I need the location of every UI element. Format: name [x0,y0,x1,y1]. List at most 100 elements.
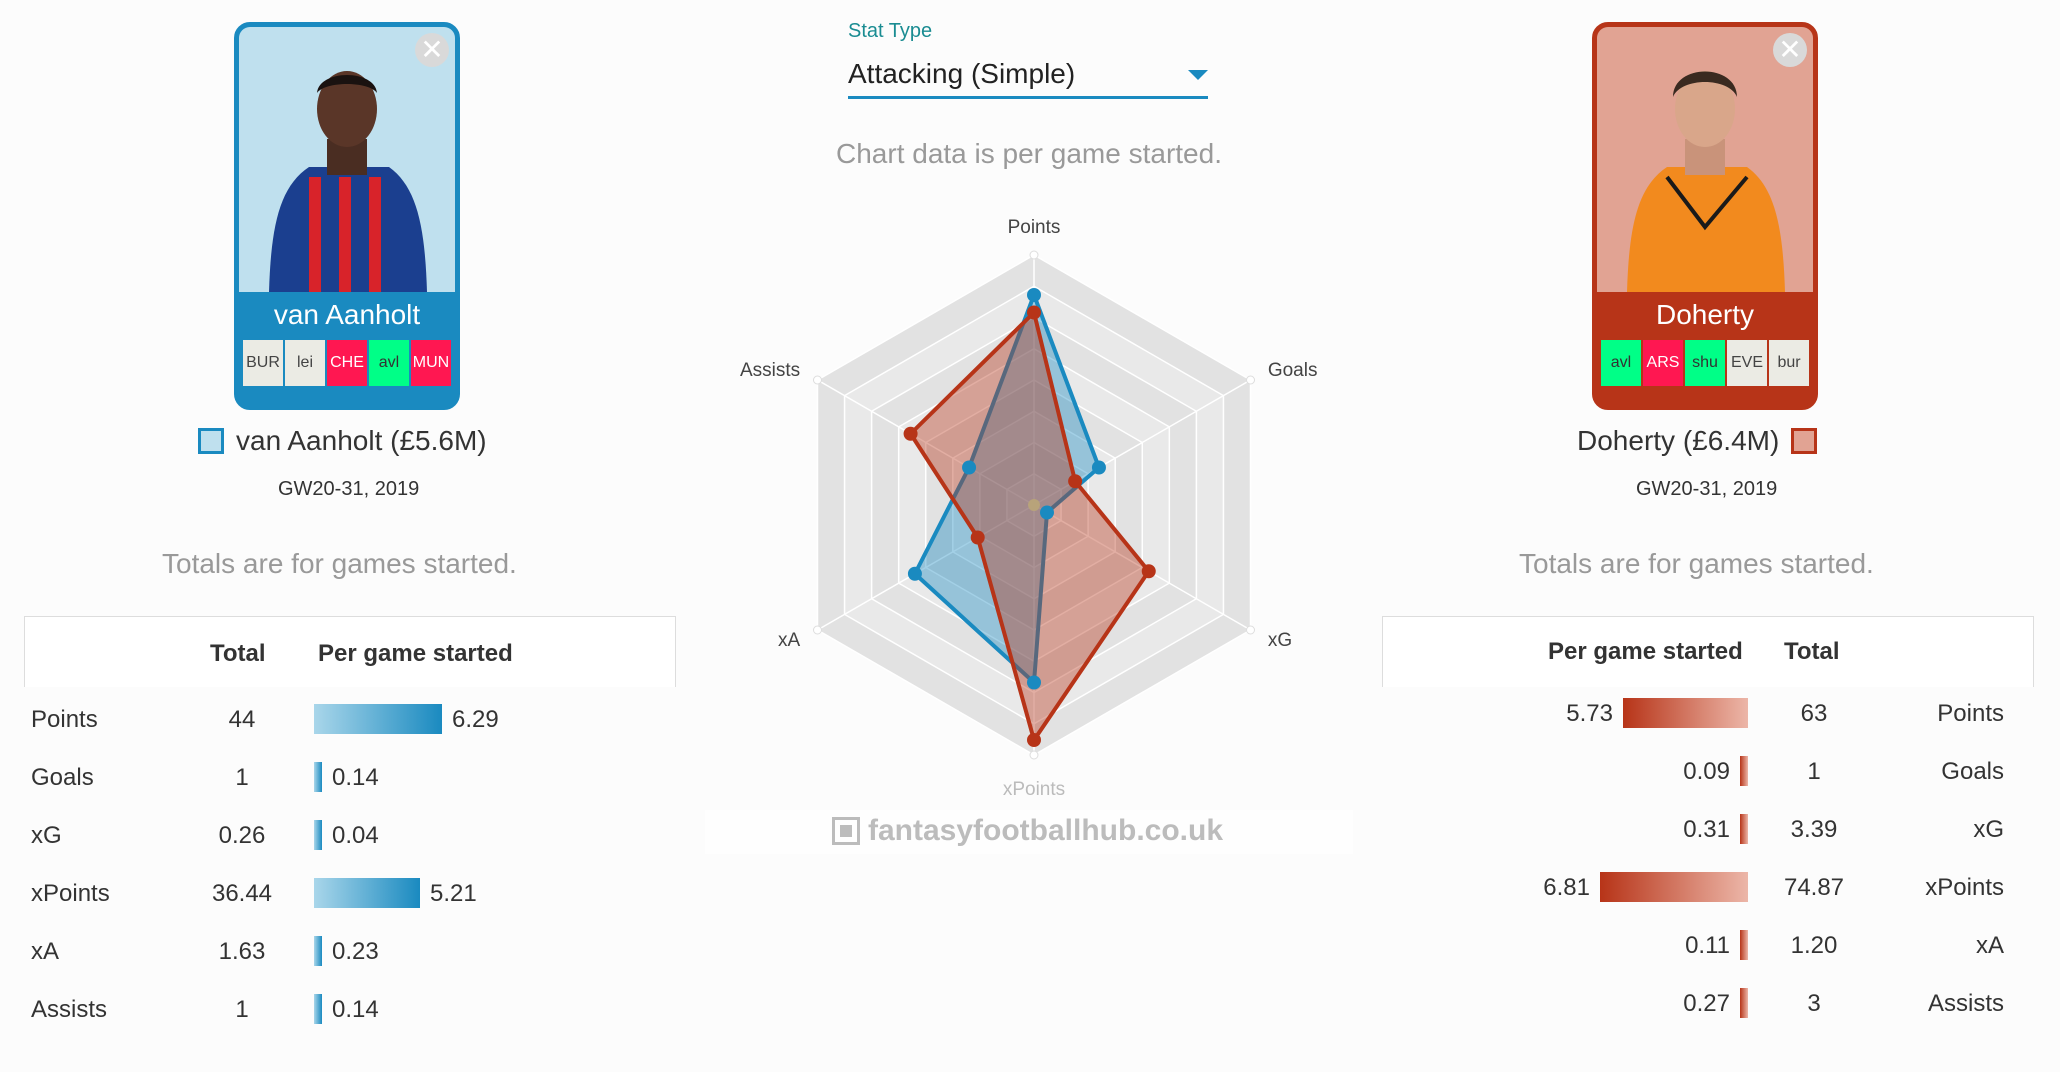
player-card-left[interactable]: ✕ van Aanholt BUR lei CHE avl MUN [234,22,460,410]
stat-row: 0.27 3 Assists [1382,984,2032,1024]
player-title-text: Doherty (£6.4M) [1577,425,1780,456]
axis-label: Points [1008,217,1061,238]
remove-player-button[interactable]: ✕ [1773,33,1807,67]
per-game-value: 5.21 [430,880,477,907]
fixture-badge: ARS [1643,340,1683,386]
radar-chart: Points Goals xG xPoints xA Assists [740,217,1318,800]
stats-table-right [1382,616,2034,687]
stat-total: 63 [1800,700,1828,727]
stat-label: xG [31,822,62,849]
data-point [970,530,985,545]
player-photo: ✕ [239,27,455,292]
stat-row: 5.73 63 Points [1382,694,2032,734]
player-title-left: van Aanholt (£5.6M) [198,425,487,457]
axis-label: xPoints [1003,779,1065,800]
player-card-right[interactable]: ✕ Doherty avl ARS shu EVE bur [1592,22,1818,410]
card-player-name: van Aanholt [273,299,421,330]
axis-end-dot [812,625,822,635]
chart-note: Chart data is per game started. [836,138,1222,169]
player-silhouette-icon [1627,71,1785,292]
stat-row: 0.11 1.20 xA [1382,926,2032,966]
stat-label: Assists [1927,990,2004,1017]
stat-label: xPoints [1925,874,2004,901]
stat-label: Points [1937,700,2004,727]
fixture-badge: shu [1685,340,1725,386]
col-header-per-game: Per game started [318,640,513,667]
fixture-badge: MUN [411,340,451,386]
col-header-per-game: Per game started [1548,638,1743,665]
per-game-bar [314,936,322,966]
col-header-total: Total [1784,638,1840,665]
stat-row: 0.31 3.39 xG [1382,810,2032,850]
stat-row: 6.81 74.87 xPoints [1382,868,2032,908]
per-game-bar [314,878,420,908]
fixtures-strip: BUR lei CHE avl MUN [239,340,455,386]
stat-label: Assists [31,996,108,1023]
fixtures-strip: avl ARS shu EVE bur [1597,340,1813,386]
per-game-bar [1623,698,1748,728]
grid-spoke [817,379,1035,506]
per-game-bar [1740,930,1748,960]
stat-type-label: Stat Type [848,20,933,42]
stat-label: xG [1973,816,2004,843]
stat-row: Points 44 6.29 [0,700,700,740]
stat-row: xPoints 36.44 5.21 [0,874,700,914]
player-photo: ✕ [1597,27,1813,292]
stat-label: xA [31,938,60,965]
per-game-bar [1740,756,1748,786]
data-point [1068,474,1083,489]
data-point [1027,305,1041,320]
per-game-value: 0.27 [1683,990,1730,1017]
per-game-bar [314,994,322,1024]
per-game-bar [314,762,322,792]
stat-label: xA [1975,932,2004,959]
card-player-name: Doherty [1655,299,1755,330]
stat-total: 1 [235,996,249,1023]
per-game-bar [1740,814,1748,844]
stat-row: xA 1.63 0.23 [0,932,700,972]
legend-swatch[interactable] [198,428,224,454]
col-header-total: Total [210,640,266,667]
axis-label: xG [1268,630,1292,651]
fixture-badge: BUR [243,340,283,386]
watermark-bg [705,810,1353,854]
stat-type-select[interactable]: Attacking (Simple) [848,52,1208,99]
gameweek-range: GW20-31, 2019 [1636,478,1778,500]
stat-label: xPoints [31,880,110,907]
stat-total: 1 [1807,758,1821,785]
axis-end-dot [812,375,822,385]
axis-label: Goals [1268,360,1318,381]
data-point [1027,288,1041,302]
stat-total: 1.20 [1790,932,1838,959]
player-title-right: Doherty (£6.4M) [1577,425,1818,457]
stat-label: Goals [31,764,94,791]
totals-note: Totals are for games started. [1519,548,1874,579]
fixture-badge: CHE [327,340,367,386]
stat-total: 44 [228,706,256,733]
center-dot [1028,499,1040,511]
per-game-value: 6.29 [452,706,499,733]
legend-swatch[interactable] [1791,428,1818,454]
per-game-value: 6.81 [1543,874,1590,901]
per-game-value: 0.31 [1683,816,1730,843]
chevron-down-icon[interactable] [1188,70,1208,80]
stat-label: Points [31,706,98,733]
stat-row: Goals 1 0.14 [0,758,700,798]
axis-label: xA [778,630,801,651]
stat-row: xG 0.26 0.04 [0,816,700,856]
data-point [1141,564,1156,579]
fixture-badge: EVE [1727,340,1767,386]
stat-total: 3 [1807,990,1821,1017]
grid-spoke [817,504,1035,631]
fixture-badge: avl [369,340,409,386]
axis-label: Assists [740,360,800,381]
remove-player-button[interactable]: ✕ [415,33,449,67]
stat-total: 1 [235,764,249,791]
stat-total: 0.26 [218,822,266,849]
per-game-value: 5.73 [1566,700,1613,727]
gameweek-range: GW20-31, 2019 [278,478,420,500]
stat-label: Goals [1941,758,2004,785]
axis-end-dot [1246,375,1256,385]
fixture-badge: bur [1769,340,1809,386]
per-game-bar [314,820,322,850]
